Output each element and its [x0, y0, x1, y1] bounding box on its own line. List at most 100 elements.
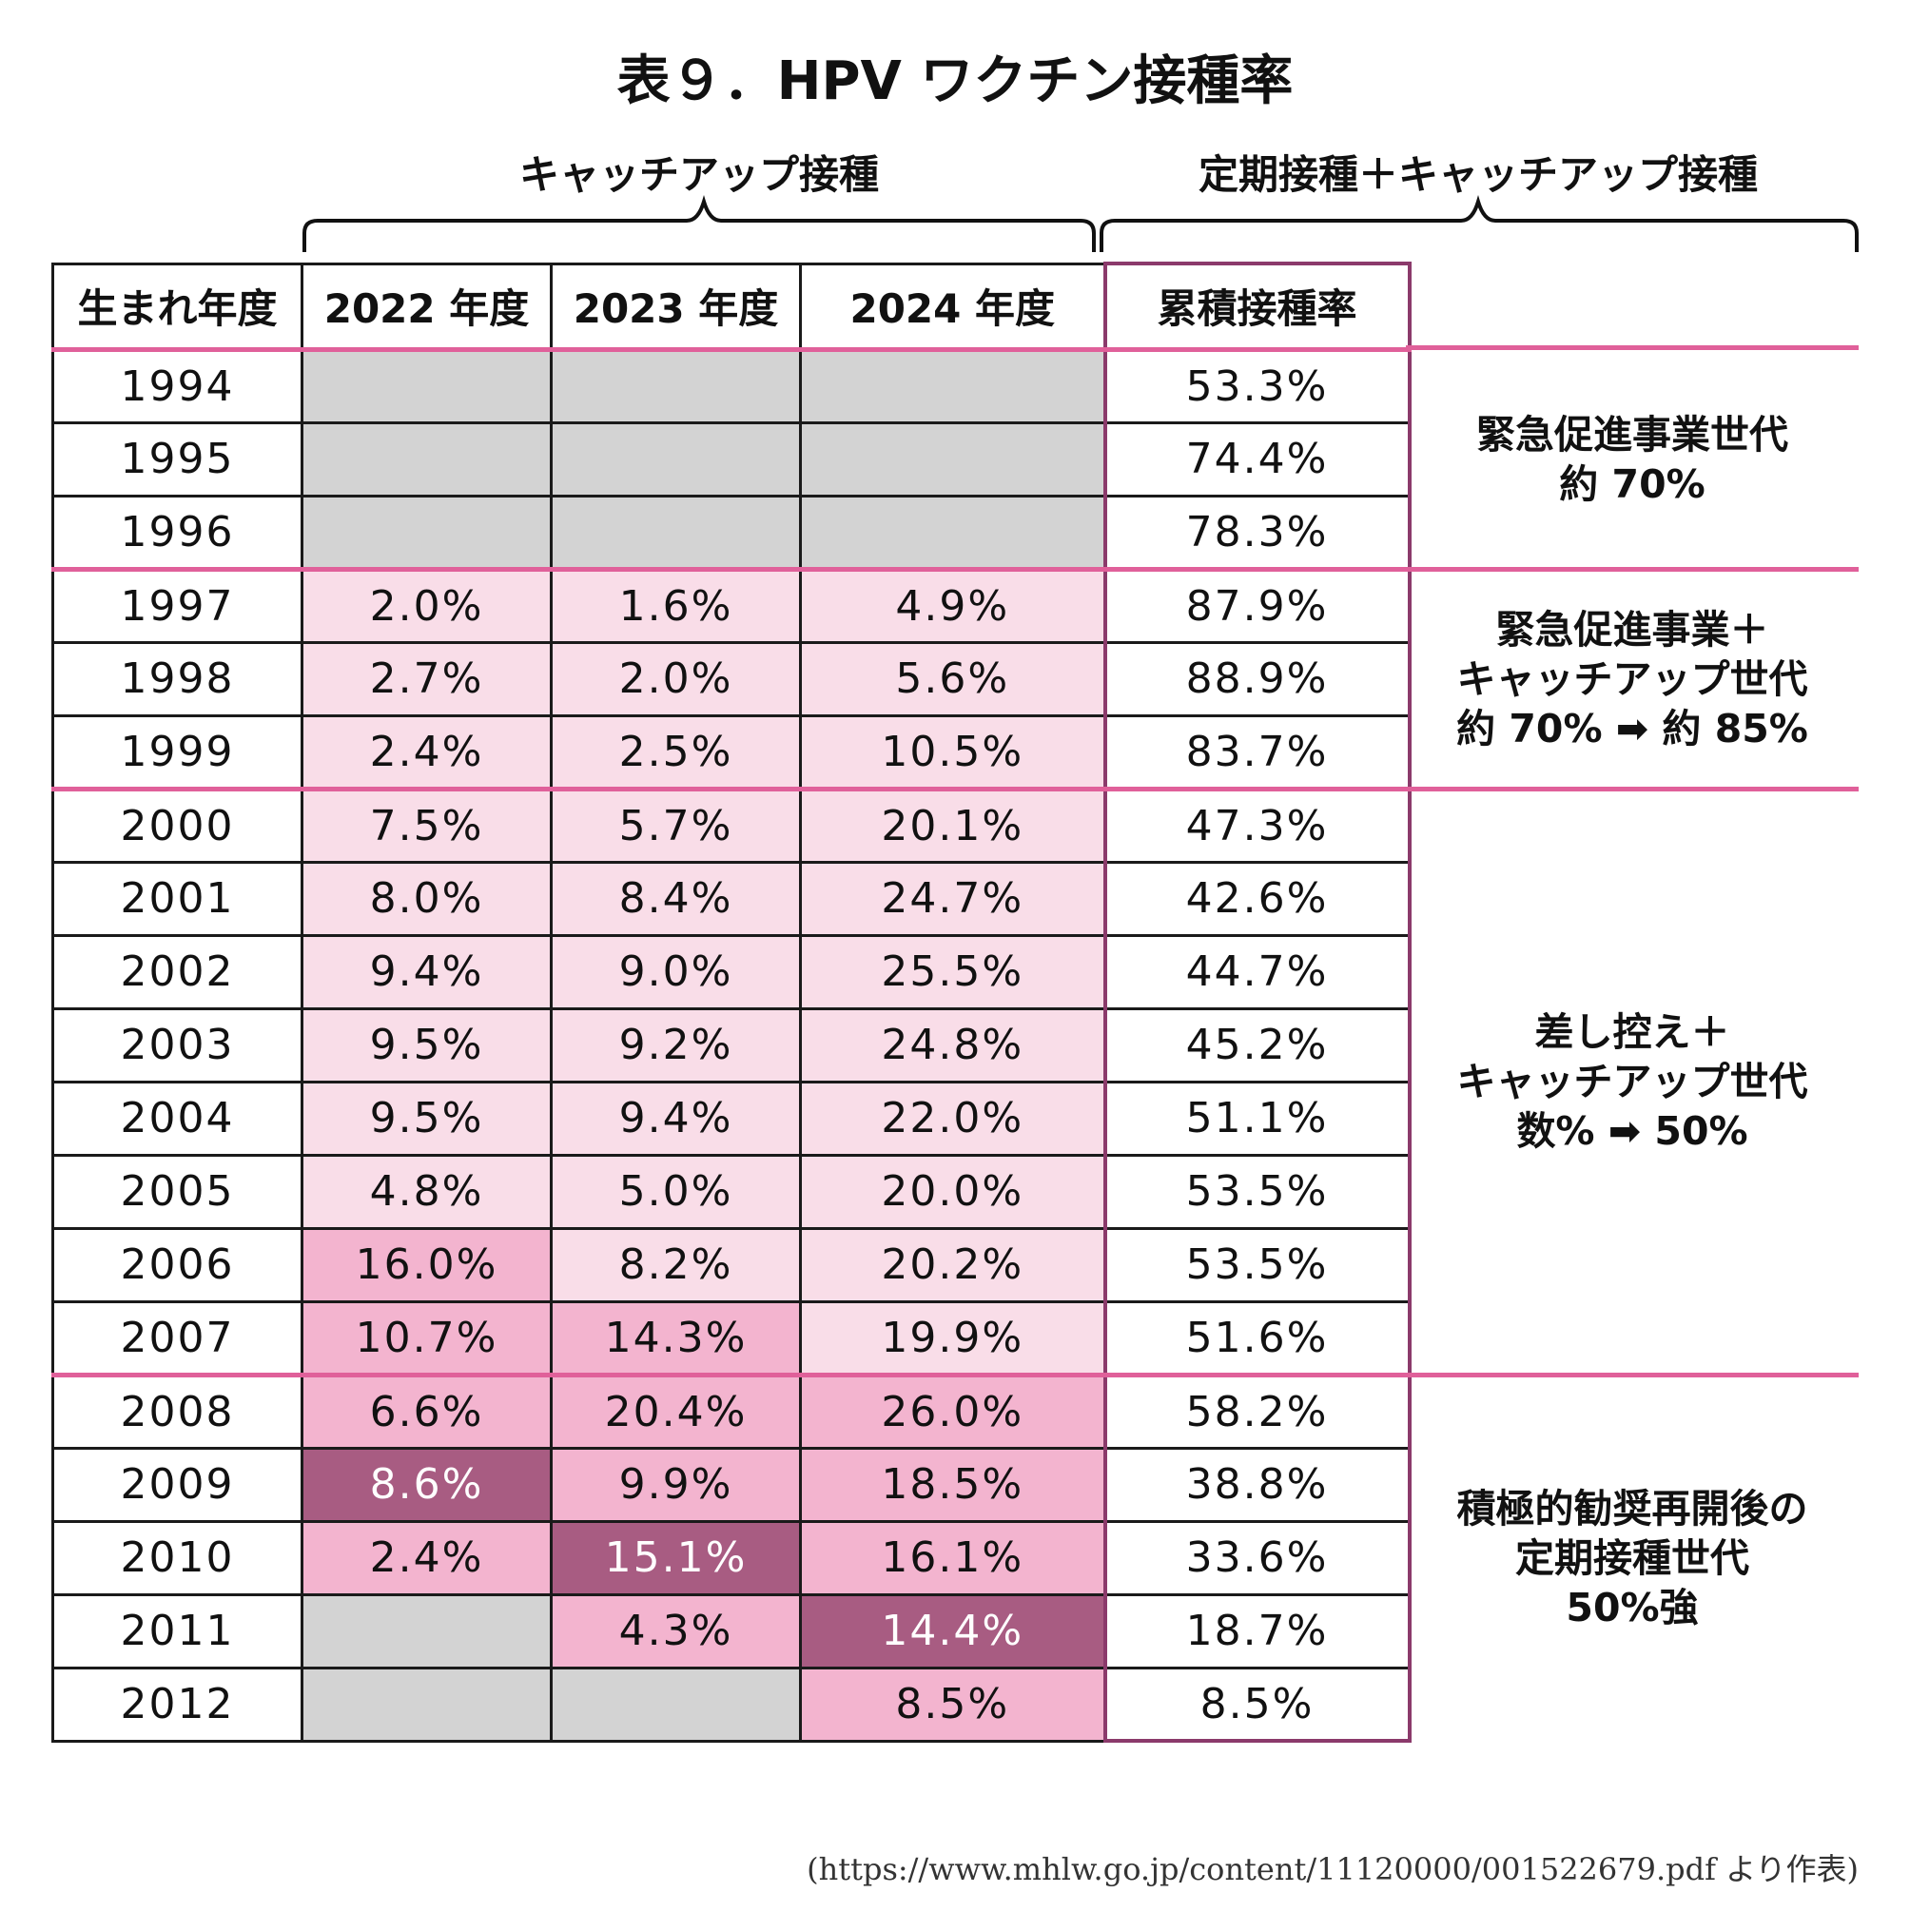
table-row: 1995 74.4%	[51, 420, 1412, 498]
rate-cell-2022	[301, 420, 553, 498]
generation-label-line: 約 70%	[1559, 460, 1705, 507]
header-birth-year: 生まれ年度	[51, 262, 303, 352]
generation-label-line: 積極的勧奨再開後の	[1456, 1485, 1808, 1532]
table-row: 2004 9.5% 9.4% 22.0% 51.1%	[51, 1080, 1412, 1157]
table-row: 1999 2.4% 2.5% 10.5% 83.7%	[51, 713, 1412, 790]
header-row: 生まれ年度 2022 年度 2023 年度 2024 年度 累積接種率	[51, 262, 1412, 352]
header-2023: 2023 年度	[550, 262, 802, 352]
birth-year-cell: 2006	[51, 1226, 303, 1303]
rate-cell-2023: 8.4%	[550, 860, 802, 937]
cumulative-rate-cell: 18.7%	[1102, 1592, 1412, 1669]
generation-label-line: キャッチアップ世代	[1456, 1059, 1808, 1104]
cumulative-rate-cell: 88.9%	[1102, 640, 1412, 717]
rate-cell-2024: 24.8%	[799, 1006, 1106, 1083]
cumulative-brace	[1100, 195, 1859, 252]
rate-cell-2022	[301, 347, 553, 424]
group-braces	[302, 195, 1859, 252]
generation-label-line: キャッチアップ世代	[1456, 655, 1808, 702]
birth-year-cell: 2008	[51, 1372, 303, 1450]
table-row: 2001 8.0% 8.4% 24.7% 42.6%	[51, 860, 1412, 937]
table-row: 2011 4.3% 14.4% 18.7%	[51, 1592, 1412, 1669]
header-cumulative: 累積接種率	[1102, 262, 1412, 352]
cumulative-rate-cell: 42.6%	[1102, 860, 1412, 937]
header-2022: 2022 年度	[301, 262, 553, 352]
table-row: 2003 9.5% 9.2% 24.8% 45.2%	[51, 1006, 1412, 1083]
rate-cell-2023: 4.3%	[550, 1592, 802, 1669]
rate-cell-2024: 16.1%	[799, 1519, 1106, 1596]
rate-cell-2024	[799, 494, 1106, 571]
rate-cell-2023	[550, 1666, 802, 1743]
birth-year-cell: 2001	[51, 860, 303, 937]
rate-cell-2024: 19.9%	[799, 1299, 1106, 1376]
cumulative-rate-cell: 51.1%	[1102, 1080, 1412, 1157]
table-row: 1994 53.3%	[51, 347, 1412, 424]
rate-cell-2023: 20.4%	[550, 1372, 802, 1450]
table-row: 2002 9.4% 9.0% 25.5% 44.7%	[51, 933, 1412, 1010]
rate-cell-2023: 2.0%	[550, 640, 802, 717]
cumulative-rate-cell: 74.4%	[1102, 420, 1412, 498]
cumulative-rate-cell: 53.3%	[1102, 347, 1412, 424]
table-row: 2000 7.5% 5.7% 20.1% 47.3%	[51, 786, 1412, 864]
rate-cell-2023: 5.0%	[550, 1153, 802, 1230]
rate-cell-2023: 8.2%	[550, 1226, 802, 1303]
rate-cell-2022: 2.4%	[301, 713, 553, 790]
rate-cell-2024: 25.5%	[799, 933, 1106, 1010]
rate-cell-2022: 2.7%	[301, 640, 553, 717]
rate-cell-2024: 8.5%	[799, 1666, 1106, 1743]
group-separator-line	[1406, 787, 1859, 791]
generation-label-line: 約 70% ➡ 約 85%	[1456, 705, 1808, 751]
table-row: 2010 2.4% 15.1% 16.1% 33.6%	[51, 1519, 1412, 1596]
birth-year-cell: 2004	[51, 1080, 303, 1157]
cumulative-rate-cell: 87.9%	[1102, 566, 1412, 644]
cumulative-rate-cell: 45.2%	[1102, 1006, 1412, 1083]
rate-cell-2024: 18.5%	[799, 1446, 1106, 1523]
rate-cell-2024: 22.0%	[799, 1080, 1106, 1157]
rate-cell-2022: 6.6%	[301, 1372, 553, 1450]
generation-label: 緊急促進事業世代約 70%	[1406, 410, 1859, 509]
rate-cell-2022: 9.5%	[301, 1080, 553, 1157]
rate-cell-2024: 20.0%	[799, 1153, 1106, 1230]
cumulative-rate-cell: 33.6%	[1102, 1519, 1412, 1596]
rate-cell-2022: 7.5%	[301, 786, 553, 864]
birth-year-cell: 2002	[51, 933, 303, 1010]
table-row: 2009 8.6% 9.9% 18.5% 38.8%	[51, 1446, 1412, 1523]
rate-cell-2023: 9.4%	[550, 1080, 802, 1157]
generation-label-line: 差し控え＋	[1534, 1009, 1730, 1055]
cumulative-rate-cell: 78.3%	[1102, 494, 1412, 571]
rate-cell-2022: 10.7%	[301, 1299, 553, 1376]
birth-year-cell: 1996	[51, 494, 303, 571]
table-row: 2012 8.5% 8.5%	[51, 1666, 1412, 1743]
birth-year-cell: 2007	[51, 1299, 303, 1376]
source-note: (https://www.mhlw.go.jp/content/11120000…	[807, 1851, 1859, 1887]
rate-cell-2023	[550, 494, 802, 571]
rate-cell-2022: 9.4%	[301, 933, 553, 1010]
birth-year-cell: 1998	[51, 640, 303, 717]
generation-label-line: 50%強	[1566, 1584, 1699, 1630]
table-row: 1998 2.7% 2.0% 5.6% 88.9%	[51, 640, 1412, 717]
rate-cell-2024: 20.1%	[799, 786, 1106, 864]
rate-cell-2023: 2.5%	[550, 713, 802, 790]
rate-cell-2022: 2.0%	[301, 566, 553, 644]
rate-cell-2024: 5.6%	[799, 640, 1106, 717]
cumulative-rate-cell: 38.8%	[1102, 1446, 1412, 1523]
rate-cell-2024	[799, 347, 1106, 424]
birth-year-cell: 2005	[51, 1153, 303, 1230]
cumulative-rate-cell: 53.5%	[1102, 1226, 1412, 1303]
rate-cell-2022: 2.4%	[301, 1519, 553, 1596]
cumulative-rate-cell: 58.2%	[1102, 1372, 1412, 1450]
generation-label: 緊急促進事業＋ キャッチアップ世代約 70% ➡ 約 85%	[1406, 605, 1859, 753]
table-body: 1994 53.3% 1995 74.4% 1996 78.3% 1997 2.0% 1.6% 4…	[51, 347, 1412, 1743]
rate-cell-2022	[301, 494, 553, 571]
cumulative-rate-cell: 8.5%	[1102, 1666, 1412, 1743]
generation-label-line: 数% ➡ 50%	[1516, 1108, 1748, 1154]
birth-year-cell: 2011	[51, 1592, 303, 1669]
rate-cell-2023: 9.9%	[550, 1446, 802, 1523]
rate-cell-2022: 4.8%	[301, 1153, 553, 1230]
cumulative-rate-cell: 53.5%	[1102, 1153, 1412, 1230]
catchup-group-label: キャッチアップ接種	[518, 151, 879, 198]
rate-cell-2023: 5.7%	[550, 786, 802, 864]
rate-cell-2022: 8.0%	[301, 860, 553, 937]
cumulative-rate-cell: 83.7%	[1102, 713, 1412, 790]
generation-label-line: 定期接種世代	[1515, 1534, 1749, 1581]
group-separator-line	[1406, 1373, 1859, 1377]
